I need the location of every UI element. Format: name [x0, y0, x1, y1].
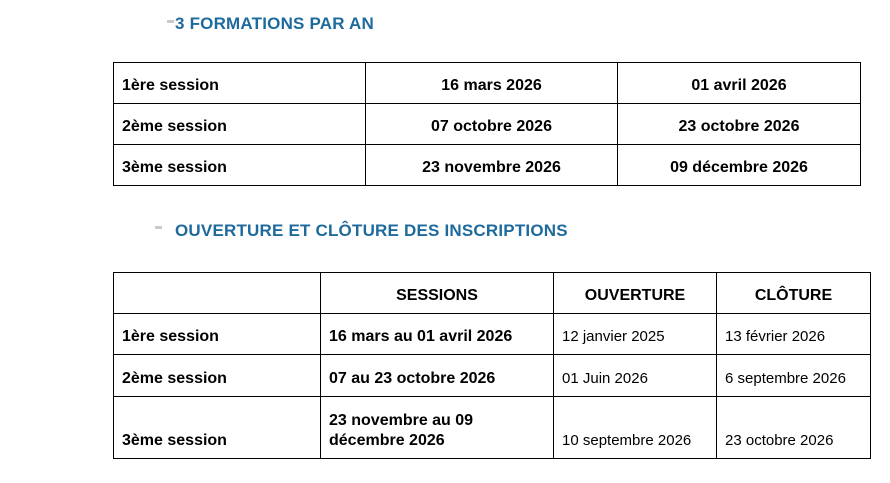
session-label: 3ème session [113, 396, 321, 459]
session-label: 2ème session [113, 103, 366, 145]
heading-tick-mark [167, 20, 174, 23]
section-heading-inscriptions: OUVERTURE ET CLÔTURE DES INSCRIPTIONS [175, 221, 568, 240]
session-start-date: 16 mars 2026 [365, 62, 618, 104]
column-header-empty [113, 272, 321, 314]
column-header-sessions: SESSIONS [320, 272, 554, 314]
table-row: 1ère session 16 mars 2026 01 avril 2026 [113, 62, 861, 104]
column-header-cloture: CLÔTURE [716, 272, 871, 314]
section-heading-formations: 3 FORMATIONS PAR AN [175, 14, 374, 33]
session-start-date: 07 octobre 2026 [365, 103, 618, 145]
table-row: 3ème session 23 novembre au 09 décembre … [113, 396, 871, 459]
session-period: 23 novembre au 09 décembre 2026 [320, 396, 554, 459]
session-label: 1ère session [113, 313, 321, 355]
inscriptions-table: SESSIONS OUVERTURE CLÔTURE 1ère session … [113, 272, 871, 459]
table-row: 3ème session 23 novembre 2026 09 décembr… [113, 144, 861, 186]
table-header-row: SESSIONS OUVERTURE CLÔTURE [113, 272, 871, 314]
ouverture-date: 12 janvier 2025 [553, 313, 717, 355]
session-label: 2ème session [113, 354, 321, 397]
ouverture-date: 10 septembre 2026 [553, 396, 717, 459]
session-end-date: 23 octobre 2026 [617, 103, 861, 145]
column-header-ouverture: OUVERTURE [553, 272, 717, 314]
session-start-date: 23 novembre 2026 [365, 144, 618, 186]
cloture-date: 6 septembre 2026 [716, 354, 871, 397]
cloture-date: 13 février 2026 [716, 313, 871, 355]
session-label: 3ème session [113, 144, 366, 186]
heading-tick-mark [155, 226, 162, 229]
session-period: 16 mars au 01 avril 2026 [320, 313, 554, 355]
session-label: 1ère session [113, 62, 366, 104]
session-end-date: 01 avril 2026 [617, 62, 861, 104]
table-row: 2ème session 07 octobre 2026 23 octobre … [113, 103, 861, 145]
table-row: 2ème session 07 au 23 octobre 2026 01 Ju… [113, 354, 871, 397]
session-end-date: 09 décembre 2026 [617, 144, 861, 186]
ouverture-date: 01 Juin 2026 [553, 354, 717, 397]
table-row: 1ère session 16 mars au 01 avril 2026 12… [113, 313, 871, 355]
cloture-date: 23 octobre 2026 [716, 396, 871, 459]
session-period: 07 au 23 octobre 2026 [320, 354, 554, 397]
formations-table: 1ère session 16 mars 2026 01 avril 2026 … [113, 62, 861, 186]
